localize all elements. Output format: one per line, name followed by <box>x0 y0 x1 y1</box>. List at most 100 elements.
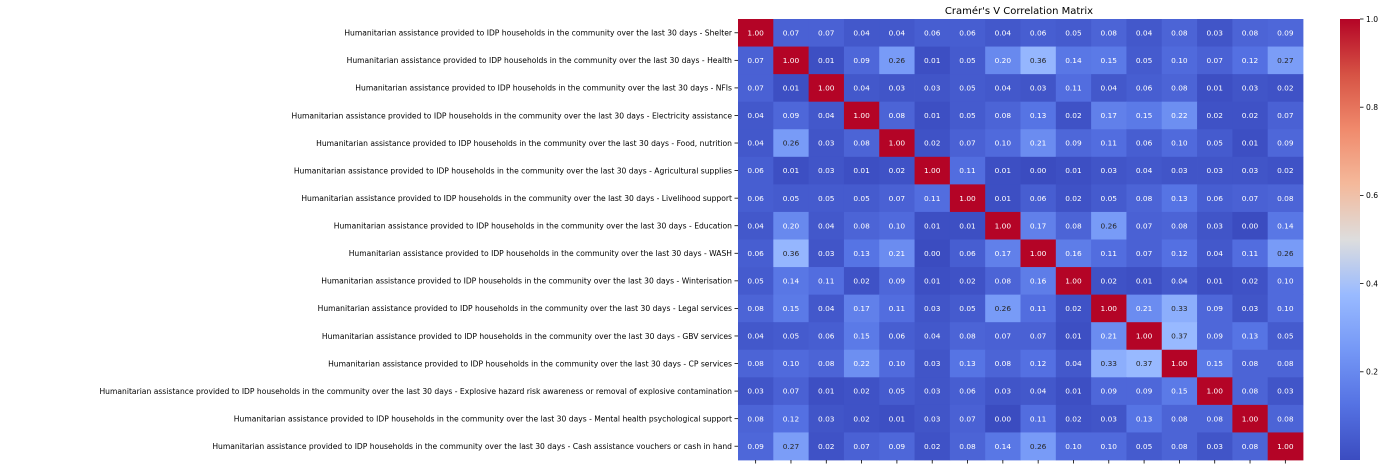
heatmap-cell <box>1091 19 1127 47</box>
heatmap-cell-label: 0.04 <box>995 28 1012 37</box>
heatmap-cell <box>738 432 774 461</box>
heatmap-cell <box>1267 211 1304 240</box>
heatmap-cell-label: 0.13 <box>853 249 870 258</box>
heatmap-cell-label: 0.27 <box>783 442 800 451</box>
heatmap-cell <box>1126 184 1163 213</box>
heatmap-cell <box>1197 19 1233 47</box>
heatmap-cell <box>773 211 810 240</box>
heatmap-cell <box>1126 129 1163 158</box>
heatmap-cell-label: 0.02 <box>1065 194 1081 203</box>
heatmap-cell <box>1055 349 1092 378</box>
heatmap-cell-label: 0.09 <box>1065 139 1082 148</box>
heatmap-cell-label: 0.37 <box>1171 332 1188 341</box>
heatmap-cell <box>1267 322 1304 351</box>
heatmap-cell-label: 0.02 <box>1242 111 1258 120</box>
heatmap-cell <box>879 129 915 158</box>
heatmap-cell-label: 0.06 <box>959 28 976 37</box>
heatmap-cell-label: 0.04 <box>889 28 906 37</box>
heatmap-cell <box>1161 101 1198 130</box>
heatmap-cell-label: 0.08 <box>1242 28 1259 37</box>
heatmap-cell-label: 0.10 <box>995 139 1012 148</box>
heatmap-cell-label: 0.03 <box>1030 84 1047 93</box>
heatmap-cell <box>773 294 810 323</box>
heatmap-cell-label: 0.01 <box>853 166 870 175</box>
heatmap-cell <box>1161 19 1198 47</box>
heatmap-cell-label: 0.14 <box>783 276 800 285</box>
heatmap-cell-label: 0.02 <box>924 139 940 148</box>
heatmap-cell-label: 0.08 <box>1277 414 1294 423</box>
heatmap-cell <box>1267 349 1304 378</box>
heatmap-cell <box>1267 404 1304 433</box>
heatmap-cell-label: 0.36 <box>1030 56 1047 65</box>
heatmap-cell-label: 0.08 <box>959 332 976 341</box>
heatmap-cell <box>914 46 951 75</box>
heatmap-cell-label: 0.03 <box>924 84 941 93</box>
heatmap-cell <box>808 156 845 185</box>
heatmap-cell <box>1197 377 1233 406</box>
heatmap-cell-label: 0.05 <box>1136 56 1153 65</box>
heatmap-cell-label: 0.06 <box>1136 84 1153 93</box>
heatmap-cell <box>773 267 810 296</box>
heatmap-cell-label: 0.09 <box>889 442 906 451</box>
heatmap-cell-label: 0.33 <box>1171 304 1188 313</box>
heatmap-cell <box>1091 46 1127 75</box>
heatmap-cell <box>949 74 986 103</box>
heatmap-cell <box>1055 156 1092 185</box>
heatmap-cell-label: 0.02 <box>924 442 940 451</box>
heatmap-cell-label: 0.08 <box>995 276 1012 285</box>
heatmap-cell-label: 0.33 <box>1101 359 1118 368</box>
heatmap-cell <box>1197 322 1233 351</box>
heatmap-cell-label: 0.02 <box>889 166 905 175</box>
heatmap-cell <box>1161 267 1198 296</box>
heatmap-cell <box>1055 101 1092 130</box>
heatmap-cell <box>843 46 880 75</box>
heatmap-cell-label: 0.09 <box>1101 387 1118 396</box>
heatmap-cell <box>1091 432 1127 461</box>
heatmap-cell-label: 0.03 <box>818 166 835 175</box>
heatmap-cell-label: 0.27 <box>1277 56 1294 65</box>
heatmap-cell-label: 1.00 <box>1242 414 1259 423</box>
heatmap-cell <box>914 432 951 461</box>
heatmap-cell <box>1126 294 1163 323</box>
heatmap-cell <box>773 349 810 378</box>
heatmap-cell <box>1267 432 1304 461</box>
heatmap-cell-label: 0.03 <box>889 84 906 93</box>
heatmap-cell <box>1232 46 1269 75</box>
heatmap-cell-label: 0.04 <box>1171 276 1188 285</box>
heatmap-cell <box>985 322 1021 351</box>
heatmap-cell-label: 0.17 <box>853 304 870 313</box>
heatmap-cell-label: 0.07 <box>1136 221 1153 230</box>
heatmap-cell-label: 0.08 <box>1206 414 1223 423</box>
heatmap-cell <box>985 211 1021 240</box>
heatmap-cell-label: 0.03 <box>1277 387 1294 396</box>
heatmap-cell <box>808 129 845 158</box>
heatmap-cell <box>808 404 845 433</box>
heatmap-cell-label: 0.04 <box>818 304 835 313</box>
heatmap-cell <box>1197 101 1233 130</box>
heatmap-cell-label: 0.12 <box>1242 56 1258 65</box>
heatmap-cell-label: 0.01 <box>995 194 1012 203</box>
heatmap-cell <box>773 156 810 185</box>
heatmap-cell <box>808 74 845 103</box>
heatmap-cell-label: 0.15 <box>783 304 800 313</box>
heatmap-cell-label: 0.07 <box>1277 111 1294 120</box>
heatmap-cell <box>1020 432 1057 461</box>
heatmap-cell-label: 0.06 <box>959 249 976 258</box>
heatmap-cell <box>808 19 845 47</box>
heatmap-cell-label: 0.08 <box>995 111 1012 120</box>
heatmap-cell-label: 0.01 <box>924 111 941 120</box>
heatmap-cell-label: 0.15 <box>1206 359 1223 368</box>
heatmap-cell <box>1267 101 1304 130</box>
heatmap-cell-label: 0.03 <box>924 304 941 313</box>
heatmap-cell <box>773 129 810 158</box>
heatmap-cell <box>879 74 915 103</box>
heatmap-cell <box>879 267 915 296</box>
heatmap-cell-label: 0.10 <box>1065 442 1082 451</box>
heatmap-cell-label: 0.00 <box>1242 221 1259 230</box>
heatmap-cell <box>1161 74 1198 103</box>
heatmap-cell <box>1055 404 1092 433</box>
heatmap-cell <box>1126 322 1163 351</box>
heatmap-cell <box>1267 184 1304 213</box>
heatmap-cell-label: 0.04 <box>818 221 835 230</box>
heatmap-cell-label: 0.05 <box>783 332 800 341</box>
